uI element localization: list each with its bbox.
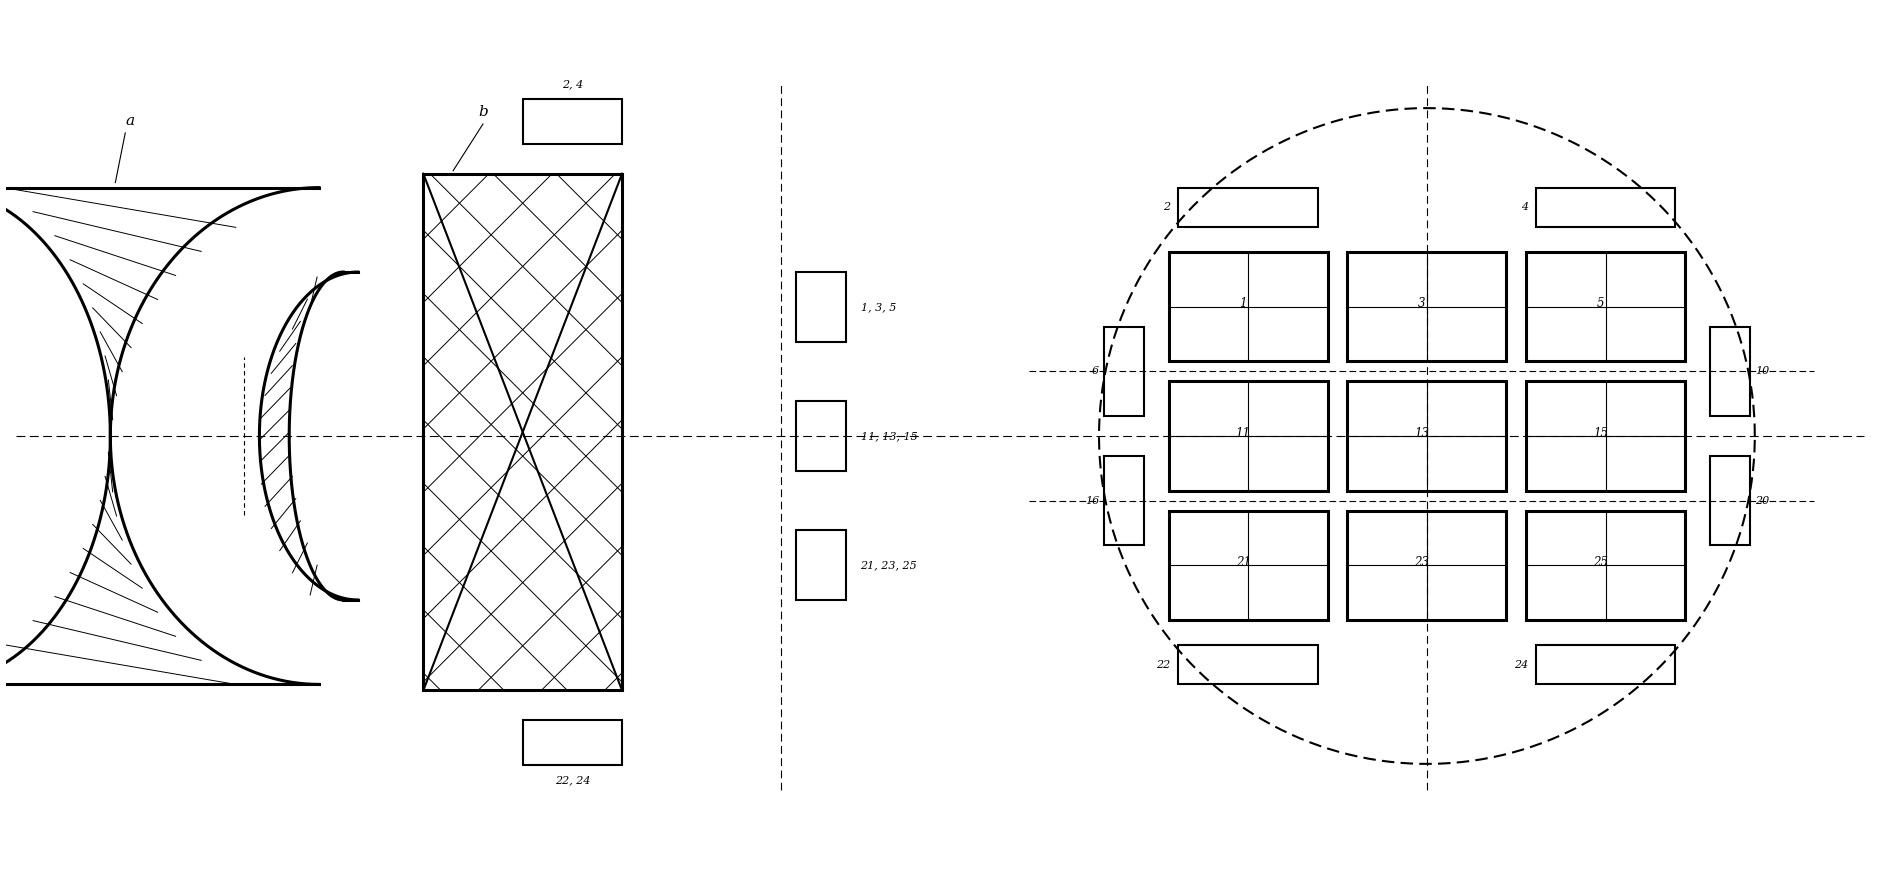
Text: 21, 23, 25: 21, 23, 25 [861, 560, 918, 570]
Text: 20: 20 [1754, 495, 1769, 506]
Bar [797, 530, 846, 600]
Text: 2: 2 [1163, 202, 1171, 213]
Text: 21: 21 [1235, 555, 1250, 569]
Text: 10: 10 [1754, 366, 1769, 377]
Bar [1178, 187, 1318, 228]
Bar [423, 174, 621, 691]
Text: 25: 25 [1593, 555, 1609, 569]
Text: 24: 24 [1514, 659, 1527, 670]
Bar [1526, 381, 1686, 491]
Text: 22: 22 [1155, 659, 1171, 670]
Bar [1348, 252, 1507, 362]
Text: 1: 1 [1239, 297, 1246, 310]
Text: 22, 24: 22, 24 [555, 775, 591, 785]
Text: 16: 16 [1086, 495, 1099, 506]
Text: 13: 13 [1414, 426, 1429, 439]
Bar [1178, 644, 1318, 685]
Bar [1711, 456, 1750, 545]
Bar [1537, 187, 1675, 228]
Bar [1526, 252, 1686, 362]
Bar [1104, 327, 1144, 416]
Text: 5: 5 [1597, 297, 1605, 310]
Text: 2, 4: 2, 4 [563, 79, 583, 89]
Text: 11, 13, 15: 11, 13, 15 [861, 431, 918, 441]
Text: 4: 4 [1522, 202, 1527, 213]
Bar [1526, 510, 1686, 620]
Text: b: b [478, 105, 487, 119]
Bar [523, 720, 621, 765]
Text: 11: 11 [1235, 426, 1250, 439]
Bar [1169, 252, 1327, 362]
Text: a: a [126, 114, 134, 128]
Text: 15: 15 [1593, 426, 1609, 439]
Bar [1104, 456, 1144, 545]
Bar [797, 401, 846, 471]
Bar [1169, 381, 1327, 491]
Bar [797, 272, 846, 342]
Text: 6: 6 [1091, 366, 1099, 377]
Text: 23: 23 [1414, 555, 1429, 569]
Bar [1348, 510, 1507, 620]
Text: 1, 3, 5: 1, 3, 5 [861, 302, 897, 312]
Bar [1537, 644, 1675, 685]
Bar [1348, 381, 1507, 491]
Bar [1711, 327, 1750, 416]
Bar [1169, 510, 1327, 620]
Bar [523, 99, 621, 144]
Text: 3: 3 [1418, 297, 1425, 310]
